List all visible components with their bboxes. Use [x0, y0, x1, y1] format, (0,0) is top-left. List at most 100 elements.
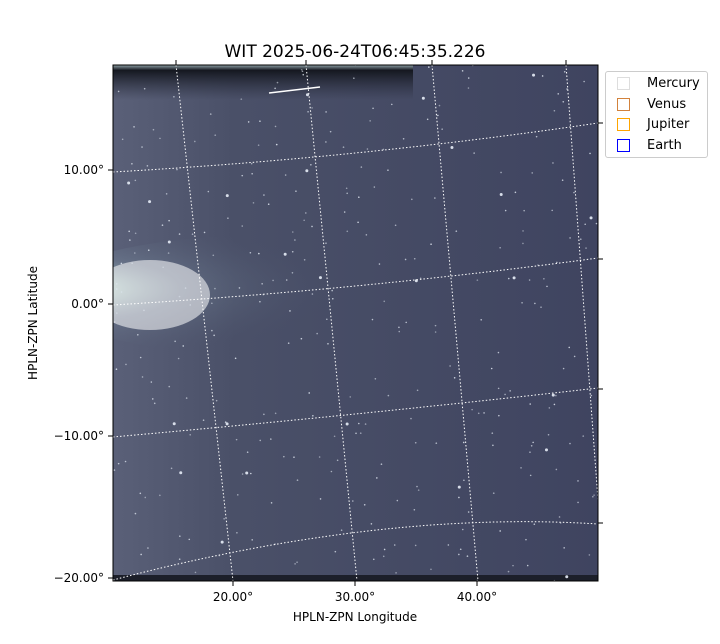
star: [134, 179, 137, 182]
legend-swatch: [617, 138, 630, 152]
star: [416, 389, 419, 392]
star: [194, 571, 197, 574]
star: [121, 138, 124, 141]
star: [577, 480, 579, 482]
star: [426, 118, 429, 121]
star: [461, 528, 464, 531]
star: [300, 337, 303, 340]
star: [369, 120, 371, 122]
star: [177, 357, 180, 360]
star: [284, 174, 287, 176]
star: [165, 193, 168, 195]
star: [380, 463, 383, 465]
star: [435, 442, 438, 444]
star: [528, 279, 531, 281]
star: [507, 570, 510, 573]
star: [245, 471, 249, 475]
star: [214, 287, 216, 290]
star: [312, 414, 314, 417]
star: [250, 162, 253, 165]
star: [194, 140, 196, 143]
star: [522, 242, 524, 245]
star: [371, 318, 374, 321]
x-axis-label: HPLN-ZPN Longitude: [293, 610, 417, 624]
star: [139, 356, 142, 359]
star: [259, 300, 261, 303]
y-axis-label: HPLN-ZPN Latitude: [26, 266, 40, 380]
star: [522, 230, 524, 232]
star: [274, 125, 277, 128]
star: [402, 137, 405, 140]
star: [333, 435, 336, 438]
star: [532, 73, 536, 77]
star: [541, 75, 544, 77]
star: [203, 231, 206, 234]
x-tick-label: 30.00°: [335, 590, 375, 604]
star: [555, 394, 557, 397]
star: [345, 422, 349, 426]
star: [176, 168, 178, 171]
star: [318, 456, 321, 458]
star: [325, 111, 327, 113]
star: [355, 432, 357, 435]
star: [500, 171, 502, 174]
stars: [113, 65, 598, 581]
ticks: [108, 60, 603, 586]
star: [147, 547, 149, 549]
star: [251, 539, 254, 541]
star: [553, 109, 556, 112]
star: [434, 197, 436, 199]
star: [152, 128, 155, 131]
star: [258, 252, 260, 255]
star: [241, 225, 244, 227]
star: [330, 470, 333, 473]
star: [113, 321, 116, 323]
star: [589, 216, 593, 220]
star: [188, 538, 191, 541]
star: [305, 212, 307, 214]
star: [529, 403, 532, 405]
star: [497, 387, 500, 390]
star: [305, 93, 309, 97]
star: [462, 441, 465, 444]
y-tick-label: 0.00°: [71, 297, 104, 311]
star: [311, 293, 314, 295]
star: [532, 441, 534, 444]
star: [363, 503, 366, 506]
star: [161, 224, 164, 226]
star: [289, 310, 291, 312]
star: [263, 413, 265, 416]
star: [466, 555, 469, 557]
star: [565, 575, 569, 579]
star: [476, 279, 479, 281]
star: [514, 191, 517, 194]
star: [270, 502, 273, 504]
star: [405, 321, 408, 324]
star: [345, 187, 348, 190]
star: [535, 135, 538, 138]
star: [261, 282, 263, 285]
star: [450, 146, 454, 150]
y-tick-label: 10.00°: [64, 163, 104, 177]
gridline-lon: [305, 65, 358, 581]
star: [569, 442, 571, 445]
star: [336, 459, 339, 462]
star: [303, 219, 305, 222]
star: [568, 346, 571, 349]
gridline-lat: [113, 257, 598, 306]
star: [120, 291, 123, 293]
legend-label: Venus: [647, 96, 687, 112]
star: [573, 355, 576, 358]
star: [276, 81, 279, 84]
star: [213, 334, 215, 337]
star: [555, 468, 558, 471]
legend-swatch: [617, 117, 630, 131]
star: [115, 288, 118, 290]
star: [343, 211, 346, 213]
star: [562, 367, 565, 370]
star: [584, 223, 586, 226]
star: [404, 258, 407, 261]
star: [131, 162, 133, 165]
star: [458, 553, 460, 556]
